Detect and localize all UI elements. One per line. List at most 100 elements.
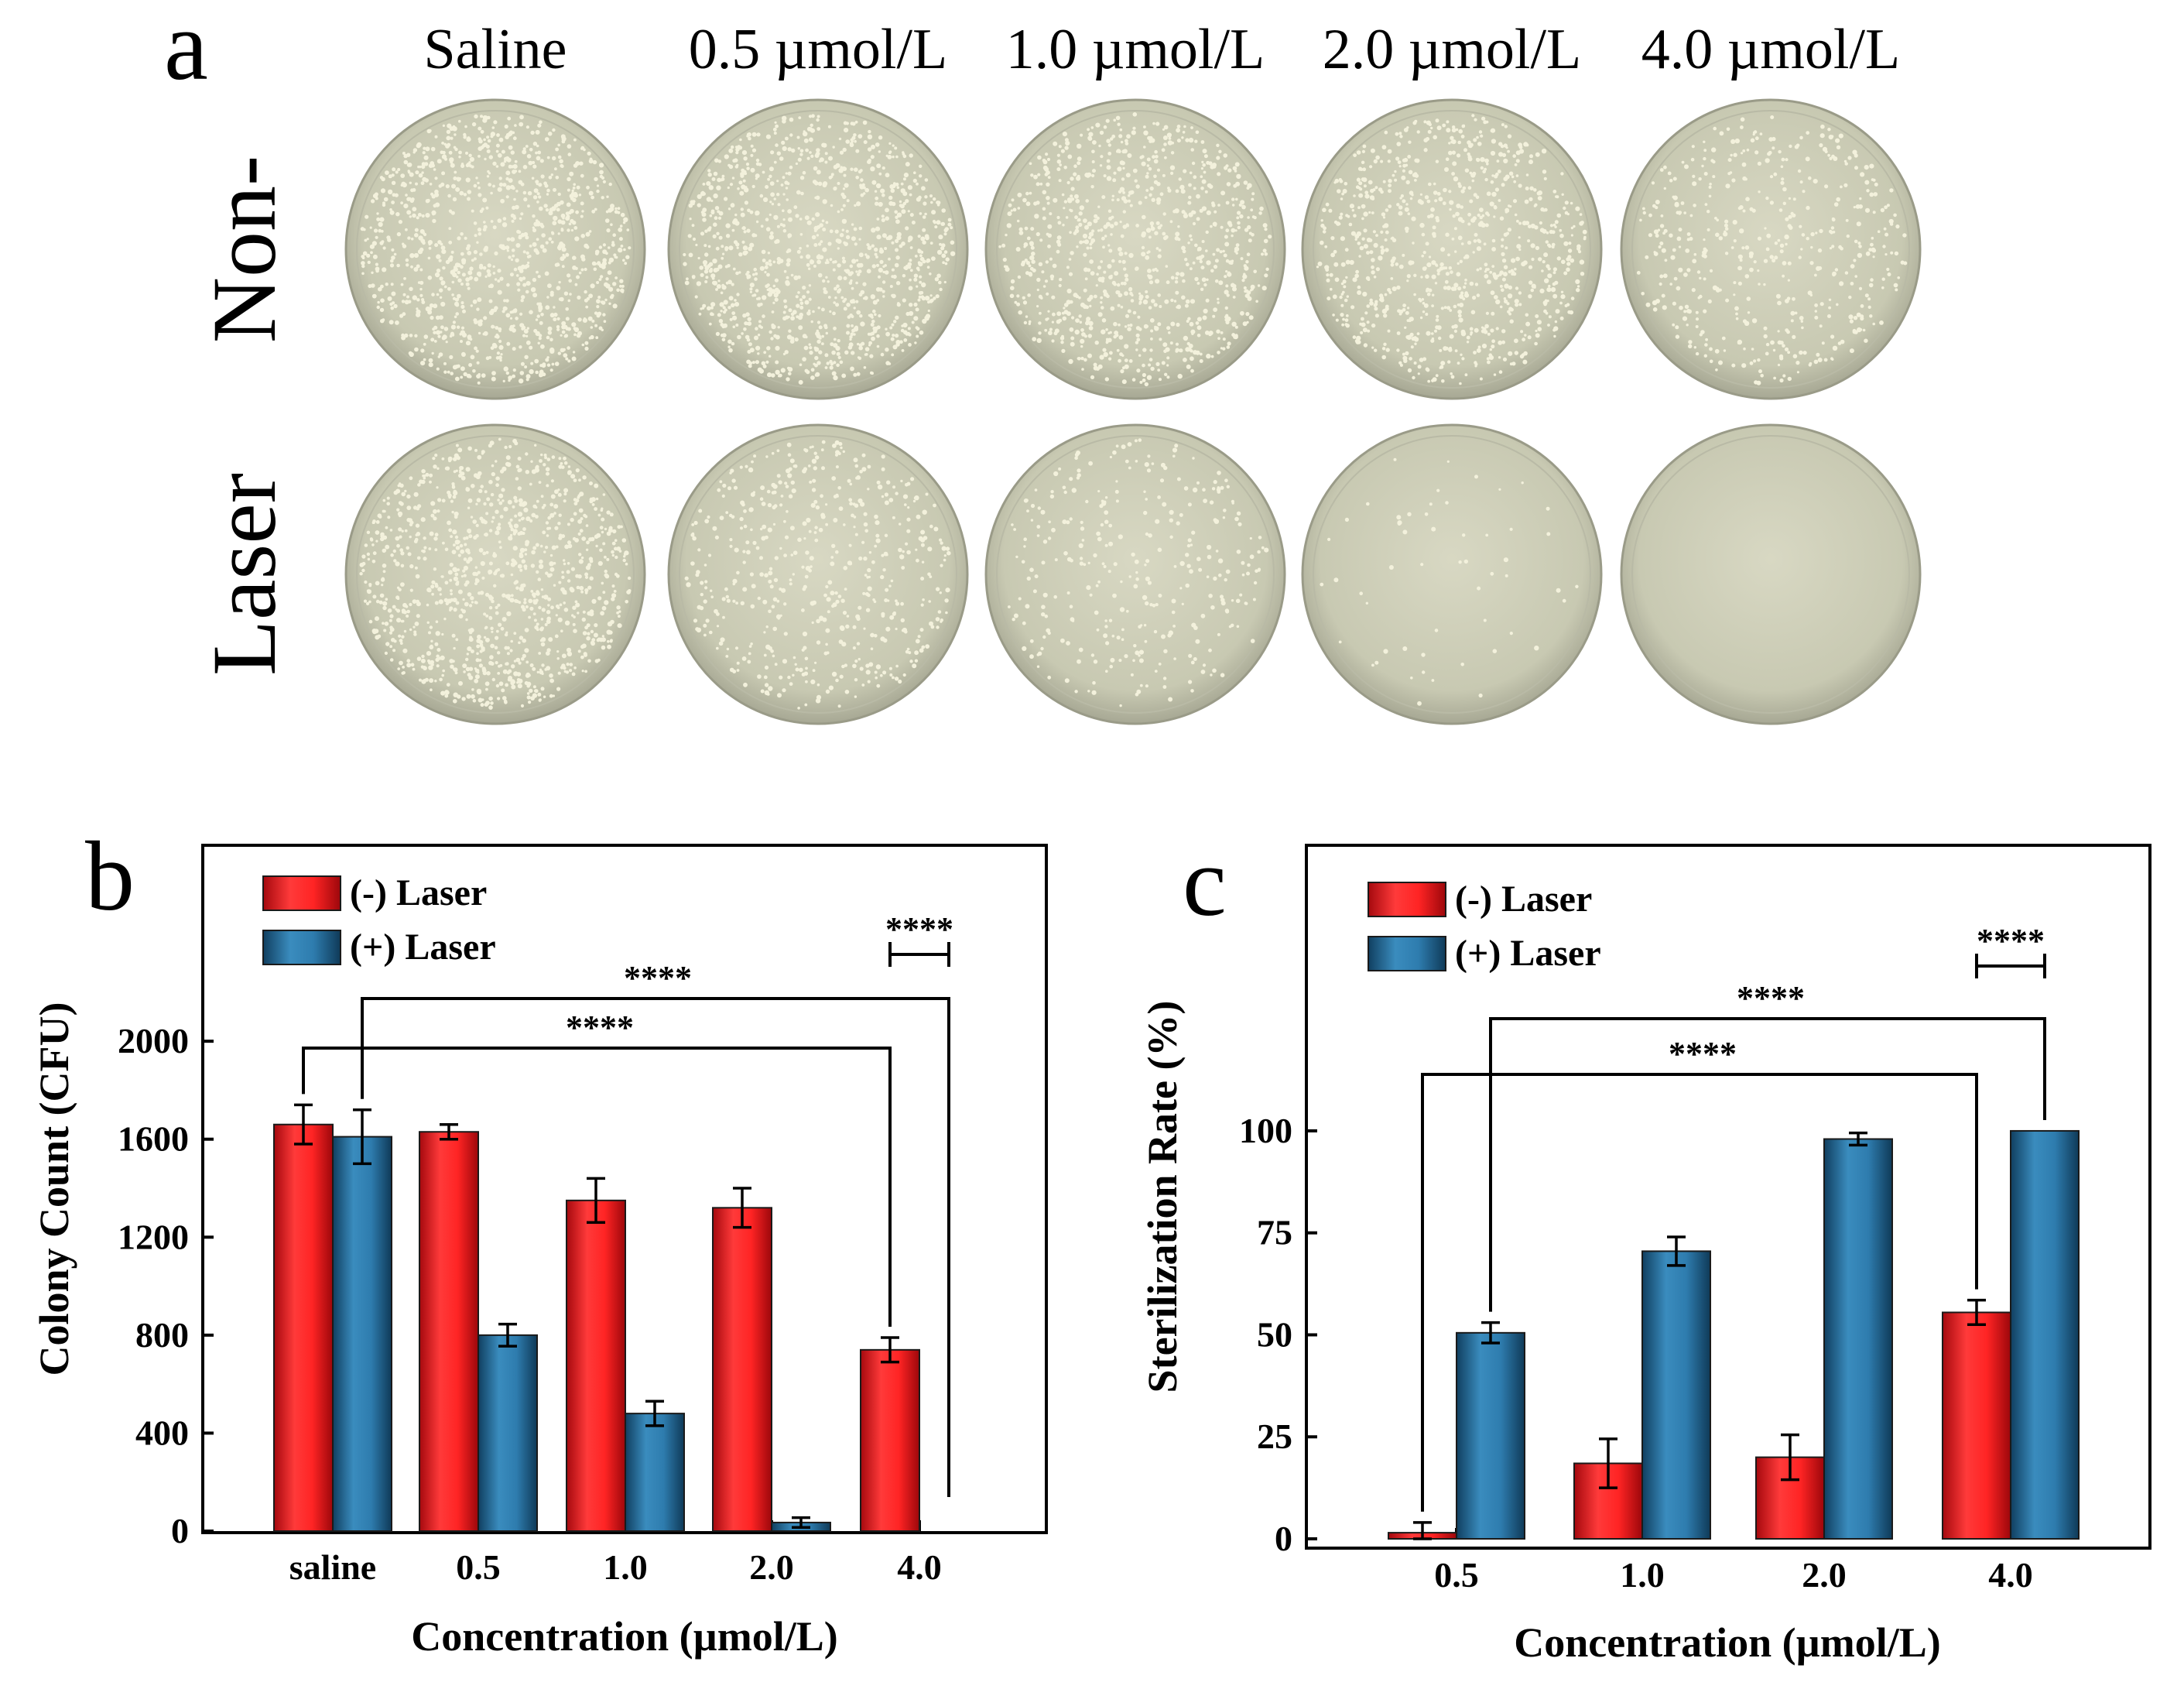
colony xyxy=(885,173,890,178)
colony xyxy=(450,269,455,275)
colony xyxy=(1504,125,1508,128)
colony xyxy=(1765,351,1769,356)
colony xyxy=(1467,155,1472,159)
colony xyxy=(728,245,734,251)
colony xyxy=(1513,180,1517,183)
colony xyxy=(892,156,895,159)
colony xyxy=(1757,161,1761,166)
colony xyxy=(1577,250,1582,254)
colony xyxy=(447,123,452,128)
colony xyxy=(1016,294,1020,298)
colony xyxy=(478,547,484,553)
colony xyxy=(895,315,899,320)
colony xyxy=(380,188,386,194)
colony xyxy=(810,128,815,133)
colony xyxy=(464,125,467,128)
colony xyxy=(389,614,394,618)
colony xyxy=(1029,241,1034,246)
colony xyxy=(763,351,767,355)
colony xyxy=(465,246,471,251)
colony xyxy=(896,231,902,237)
colony xyxy=(1056,167,1061,172)
colony xyxy=(1010,286,1015,291)
colony xyxy=(1541,149,1547,154)
colony xyxy=(423,546,427,550)
colony xyxy=(1753,130,1758,134)
colony xyxy=(362,251,368,256)
colony xyxy=(844,297,847,301)
colony xyxy=(784,350,789,355)
colony xyxy=(1751,208,1756,213)
colony xyxy=(1508,307,1513,311)
colony xyxy=(732,315,738,320)
colony xyxy=(1686,324,1689,327)
colony xyxy=(720,333,724,337)
colony xyxy=(461,697,466,701)
colony xyxy=(1023,242,1029,247)
colony xyxy=(1032,337,1037,341)
colony xyxy=(1121,149,1126,154)
colony xyxy=(375,269,379,273)
colony xyxy=(513,308,518,312)
colony xyxy=(1409,192,1413,195)
colony xyxy=(909,193,912,197)
colony xyxy=(1117,247,1122,252)
colony xyxy=(1108,217,1113,221)
colony xyxy=(1150,329,1154,333)
colony xyxy=(1093,362,1097,367)
colony xyxy=(921,186,926,191)
colony xyxy=(1336,221,1340,226)
colony xyxy=(1460,219,1465,224)
colony xyxy=(576,275,580,279)
colony xyxy=(482,266,487,270)
colony xyxy=(911,221,916,224)
colony xyxy=(579,161,584,166)
colony xyxy=(827,296,831,299)
colony xyxy=(1645,302,1651,307)
colony xyxy=(1772,146,1775,150)
colony xyxy=(524,365,528,368)
colony xyxy=(509,518,513,522)
colony xyxy=(724,245,729,251)
colony xyxy=(552,156,556,161)
colony xyxy=(1120,282,1125,286)
colony xyxy=(590,283,595,289)
colony xyxy=(561,247,567,252)
colony xyxy=(539,364,543,368)
colony xyxy=(735,151,739,155)
colony xyxy=(1448,190,1452,194)
colony xyxy=(1247,290,1251,295)
colony xyxy=(568,279,572,283)
colony xyxy=(1742,209,1746,213)
colony xyxy=(540,642,546,647)
colony xyxy=(1850,282,1854,286)
colony xyxy=(1063,166,1067,170)
colony xyxy=(1135,341,1139,344)
colony xyxy=(584,575,589,579)
colony xyxy=(806,262,810,267)
colony xyxy=(395,561,400,567)
colony xyxy=(557,155,562,159)
colony xyxy=(1046,196,1050,200)
colony xyxy=(799,298,803,302)
colony xyxy=(1223,153,1227,158)
colony xyxy=(610,223,613,227)
colony xyxy=(1528,159,1533,165)
colony xyxy=(520,299,524,303)
colony xyxy=(1084,277,1088,281)
colony xyxy=(1103,224,1108,229)
colony xyxy=(753,267,757,272)
colony xyxy=(1559,228,1563,232)
colony xyxy=(1902,233,1907,238)
colony xyxy=(1564,304,1568,307)
colony xyxy=(508,164,512,169)
colony xyxy=(467,190,472,194)
colony xyxy=(934,225,938,229)
colony xyxy=(1016,219,1020,223)
colony xyxy=(706,181,711,187)
colony xyxy=(1137,315,1141,319)
colony xyxy=(1675,334,1680,339)
colony xyxy=(1226,293,1230,297)
colony xyxy=(599,163,604,168)
colony xyxy=(1695,325,1699,328)
